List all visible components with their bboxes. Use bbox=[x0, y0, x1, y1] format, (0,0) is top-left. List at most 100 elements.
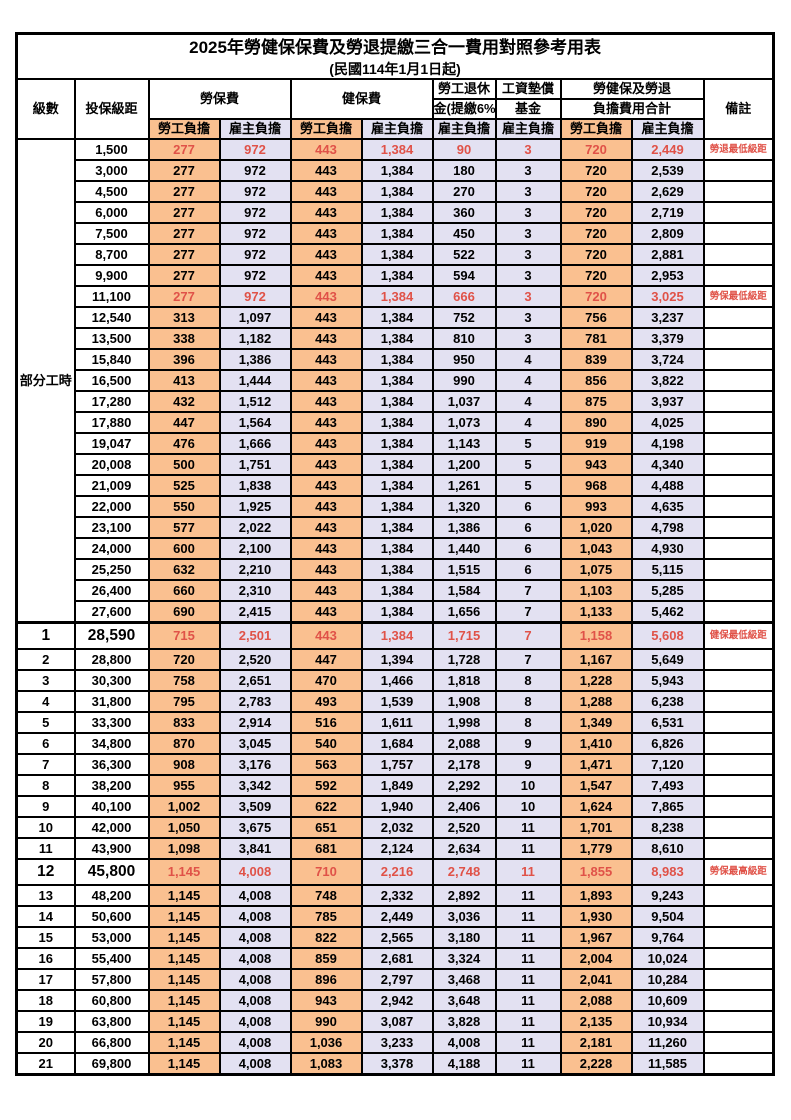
value-cell: 1,444 bbox=[218, 369, 292, 393]
remark-cell bbox=[702, 711, 775, 735]
value-cell: 443 bbox=[289, 327, 363, 351]
value-cell: 1,020 bbox=[559, 516, 633, 540]
value-cell: 2,651 bbox=[218, 669, 292, 693]
value-cell: 890 bbox=[559, 411, 633, 435]
value-cell: 720 bbox=[559, 285, 633, 309]
value-cell: 632 bbox=[147, 558, 221, 582]
remark-cell bbox=[702, 774, 775, 798]
bracket-cell: 45,800 bbox=[73, 858, 150, 887]
value-cell: 443 bbox=[289, 159, 363, 183]
value-cell: 1,751 bbox=[218, 453, 292, 477]
remark-cell bbox=[702, 306, 775, 330]
value-cell: 413 bbox=[147, 369, 221, 393]
value-cell: 2,783 bbox=[218, 690, 292, 714]
value-cell: 896 bbox=[289, 968, 363, 992]
remark-cell bbox=[702, 264, 775, 288]
value-cell: 2,088 bbox=[431, 732, 497, 756]
value-cell: 5,285 bbox=[630, 579, 705, 603]
level-cell: 4 bbox=[15, 690, 76, 714]
value-cell: 443 bbox=[289, 264, 363, 288]
value-cell: 1,728 bbox=[431, 648, 497, 672]
value-cell: 1,384 bbox=[360, 558, 434, 582]
value-cell: 1,228 bbox=[559, 669, 633, 693]
bracket-cell: 38,200 bbox=[73, 774, 150, 798]
value-cell: 720 bbox=[147, 648, 221, 672]
value-cell: 908 bbox=[147, 753, 221, 777]
bracket-cell: 12,540 bbox=[73, 306, 150, 330]
value-cell: 277 bbox=[147, 201, 221, 225]
value-cell: 2,449 bbox=[630, 138, 705, 162]
value-cell: 839 bbox=[559, 348, 633, 372]
bracket-cell: 27,600 bbox=[73, 600, 150, 624]
value-cell: 1,701 bbox=[559, 816, 633, 840]
value-cell: 2,032 bbox=[360, 816, 434, 840]
col-header-level: 級數 bbox=[15, 78, 76, 141]
bracket-cell: 34,800 bbox=[73, 732, 150, 756]
value-cell: 795 bbox=[147, 690, 221, 714]
bracket-cell: 53,000 bbox=[73, 926, 150, 950]
remark-cell bbox=[702, 432, 775, 456]
value-cell: 720 bbox=[559, 180, 633, 204]
value-cell: 2,041 bbox=[559, 968, 633, 992]
value-cell: 2,520 bbox=[431, 816, 497, 840]
remark-cell bbox=[702, 327, 775, 351]
value-cell: 1,384 bbox=[360, 285, 434, 309]
table-row: 15,840 396 1,386 443 1,384 950 4 839 3,724 bbox=[17, 348, 775, 372]
value-cell: 1,908 bbox=[431, 690, 497, 714]
value-cell: 277 bbox=[147, 222, 221, 246]
value-cell: 3 bbox=[494, 285, 562, 309]
bracket-cell: 28,590 bbox=[73, 621, 150, 651]
col-header-remark: 備註 bbox=[702, 78, 775, 141]
remark-cell bbox=[702, 369, 775, 393]
value-cell: 2,292 bbox=[431, 774, 497, 798]
table-row: 13,500 338 1,182 443 1,384 810 3 781 3,379 bbox=[17, 327, 775, 351]
remark-cell bbox=[702, 795, 775, 819]
value-cell: 1,145 bbox=[147, 989, 221, 1013]
table-row: 14 50,600 1,145 4,008 785 2,449 3,036 11 1,930 9,… bbox=[15, 905, 775, 929]
value-cell: 2,539 bbox=[630, 159, 705, 183]
value-cell: 7 bbox=[494, 621, 562, 651]
value-cell: 11 bbox=[494, 926, 562, 950]
value-cell: 859 bbox=[289, 947, 363, 971]
value-cell: 950 bbox=[431, 348, 497, 372]
value-cell: 2,332 bbox=[360, 884, 434, 908]
value-cell: 720 bbox=[559, 138, 633, 162]
header-row-3: 勞工負擔 雇主負擔 勞工負擔 雇主負擔 雇主負擔 雇主負擔 勞工負擔 雇主負擔 bbox=[17, 118, 774, 141]
value-cell: 660 bbox=[147, 579, 221, 603]
level-cell: 19 bbox=[15, 1010, 76, 1034]
bracket-cell: 16,500 bbox=[73, 369, 150, 393]
table-body: 部分工時 1,500 277 972 443 1,384 90 3 720 2,449 勞退最低級距… bbox=[15, 138, 775, 1076]
bracket-cell: 63,800 bbox=[73, 1010, 150, 1034]
value-cell: 11 bbox=[494, 1031, 562, 1055]
remark-cell bbox=[702, 1031, 775, 1055]
value-cell: 4,188 bbox=[431, 1052, 497, 1076]
value-cell: 1,466 bbox=[360, 669, 434, 693]
value-cell: 4 bbox=[494, 369, 562, 393]
remark-cell bbox=[702, 732, 775, 756]
value-cell: 9 bbox=[494, 732, 562, 756]
value-cell: 1,384 bbox=[360, 390, 434, 414]
value-cell: 972 bbox=[218, 243, 292, 267]
value-cell: 2,178 bbox=[431, 753, 497, 777]
value-cell: 651 bbox=[289, 816, 363, 840]
table-row: 24,000 600 2,100 443 1,384 1,440 6 1,043 4,930 bbox=[17, 537, 775, 561]
value-cell: 5 bbox=[494, 474, 562, 498]
value-cell: 2,565 bbox=[360, 926, 434, 950]
value-cell: 3,180 bbox=[431, 926, 497, 950]
value-cell: 1,384 bbox=[360, 516, 434, 540]
table-subtitle: (民國114年1月1日起) bbox=[329, 61, 461, 78]
level-cell: 2 bbox=[15, 648, 76, 672]
value-cell: 1,384 bbox=[360, 474, 434, 498]
value-cell: 2,100 bbox=[218, 537, 292, 561]
value-cell: 1,384 bbox=[360, 180, 434, 204]
value-cell: 1,779 bbox=[559, 837, 633, 861]
table-row: 3 30,300 758 2,651 470 1,466 1,818 8 1,228 5,943 bbox=[15, 669, 775, 693]
bracket-cell: 33,300 bbox=[73, 711, 150, 735]
remark-cell bbox=[702, 474, 775, 498]
table-row: 10 42,000 1,050 3,675 651 2,032 2,520 11 1,701 8,… bbox=[15, 816, 775, 840]
bracket-cell: 57,800 bbox=[73, 968, 150, 992]
value-cell: 5 bbox=[494, 432, 562, 456]
value-cell: 443 bbox=[289, 138, 363, 162]
value-cell: 443 bbox=[289, 537, 363, 561]
value-cell: 870 bbox=[147, 732, 221, 756]
